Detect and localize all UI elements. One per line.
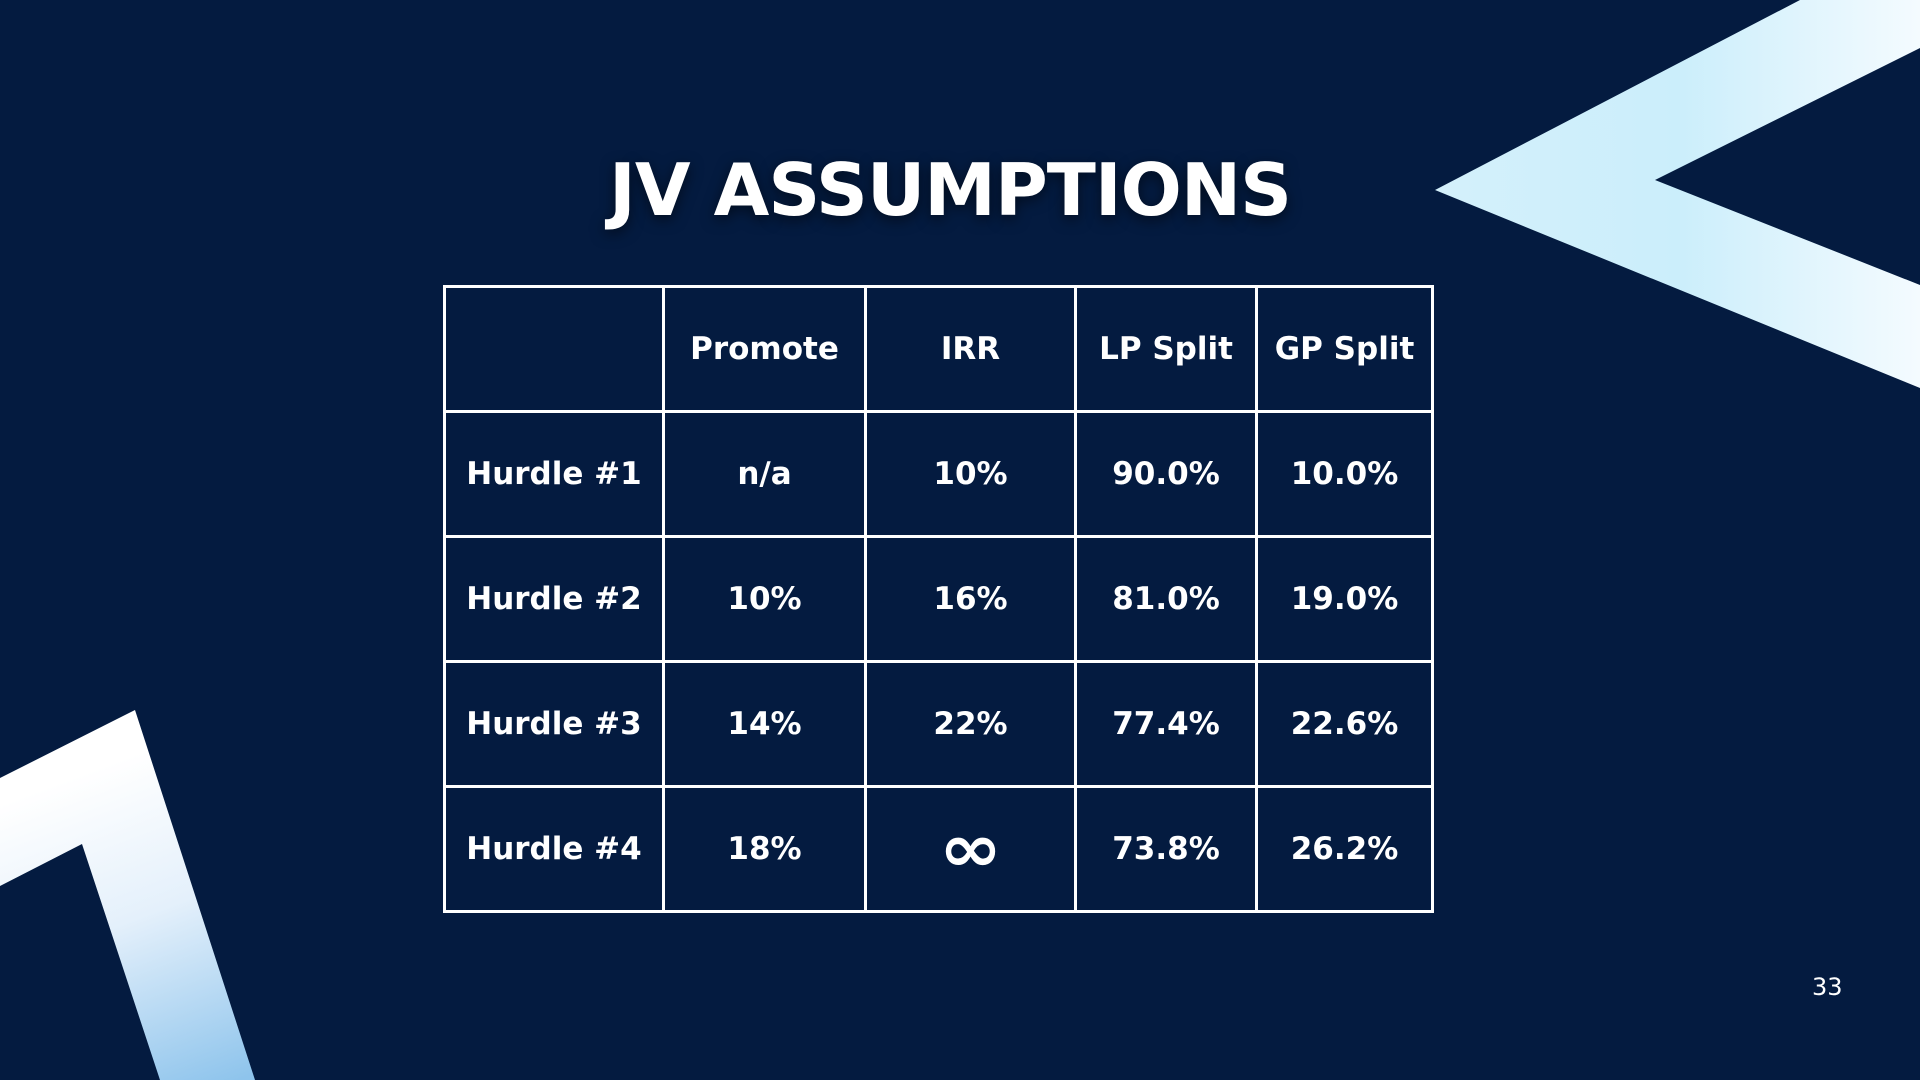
promote-cell: n/a xyxy=(662,410,867,538)
header-cell-empty xyxy=(443,285,665,413)
gp-split-cell: 19.0% xyxy=(1255,535,1434,663)
table-row: Hurdle #3 14% 22% 77.4% 22.6% xyxy=(443,660,1434,788)
header-cell-promote: Promote xyxy=(662,285,867,413)
page-number: 33 xyxy=(1812,973,1843,1001)
table-header-row: Promote IRR LP Split GP Split xyxy=(443,285,1434,413)
chevron-shape-top-right xyxy=(1435,0,1920,388)
irr-cell: 16% xyxy=(864,535,1077,663)
jv-assumptions-table: Promote IRR LP Split GP Split Hurdle #1 … xyxy=(443,285,1434,913)
promote-cell: 14% xyxy=(662,660,867,788)
chevron-shape-bottom-left xyxy=(0,710,255,1080)
header-cell-gp-split: GP Split xyxy=(1255,285,1434,413)
table-row: Hurdle #2 10% 16% 81.0% 19.0% xyxy=(443,535,1434,663)
table-row: Hurdle #1 n/a 10% 90.0% 10.0% xyxy=(443,410,1434,538)
irr-cell: 22% xyxy=(864,660,1077,788)
row-label: Hurdle #3 xyxy=(443,660,665,788)
lp-split-cell: 90.0% xyxy=(1074,410,1258,538)
header-cell-lp-split: LP Split xyxy=(1074,285,1258,413)
page-title: JV ASSUMPTIONS xyxy=(609,148,1292,232)
row-label: Hurdle #4 xyxy=(443,785,665,913)
gp-split-cell: 22.6% xyxy=(1255,660,1434,788)
gp-split-cell: 10.0% xyxy=(1255,410,1434,538)
promote-cell: 18% xyxy=(662,785,867,913)
promote-cell: 10% xyxy=(662,535,867,663)
irr-cell: ∞ xyxy=(864,785,1077,913)
irr-cell: 10% xyxy=(864,410,1077,538)
row-label: Hurdle #1 xyxy=(443,410,665,538)
gp-split-cell: 26.2% xyxy=(1255,785,1434,913)
lp-split-cell: 81.0% xyxy=(1074,535,1258,663)
infinity-icon: ∞ xyxy=(938,810,1003,887)
header-cell-irr: IRR xyxy=(864,285,1077,413)
table-row: Hurdle #4 18% ∞ 73.8% 26.2% xyxy=(443,785,1434,913)
lp-split-cell: 73.8% xyxy=(1074,785,1258,913)
lp-split-cell: 77.4% xyxy=(1074,660,1258,788)
row-label: Hurdle #2 xyxy=(443,535,665,663)
